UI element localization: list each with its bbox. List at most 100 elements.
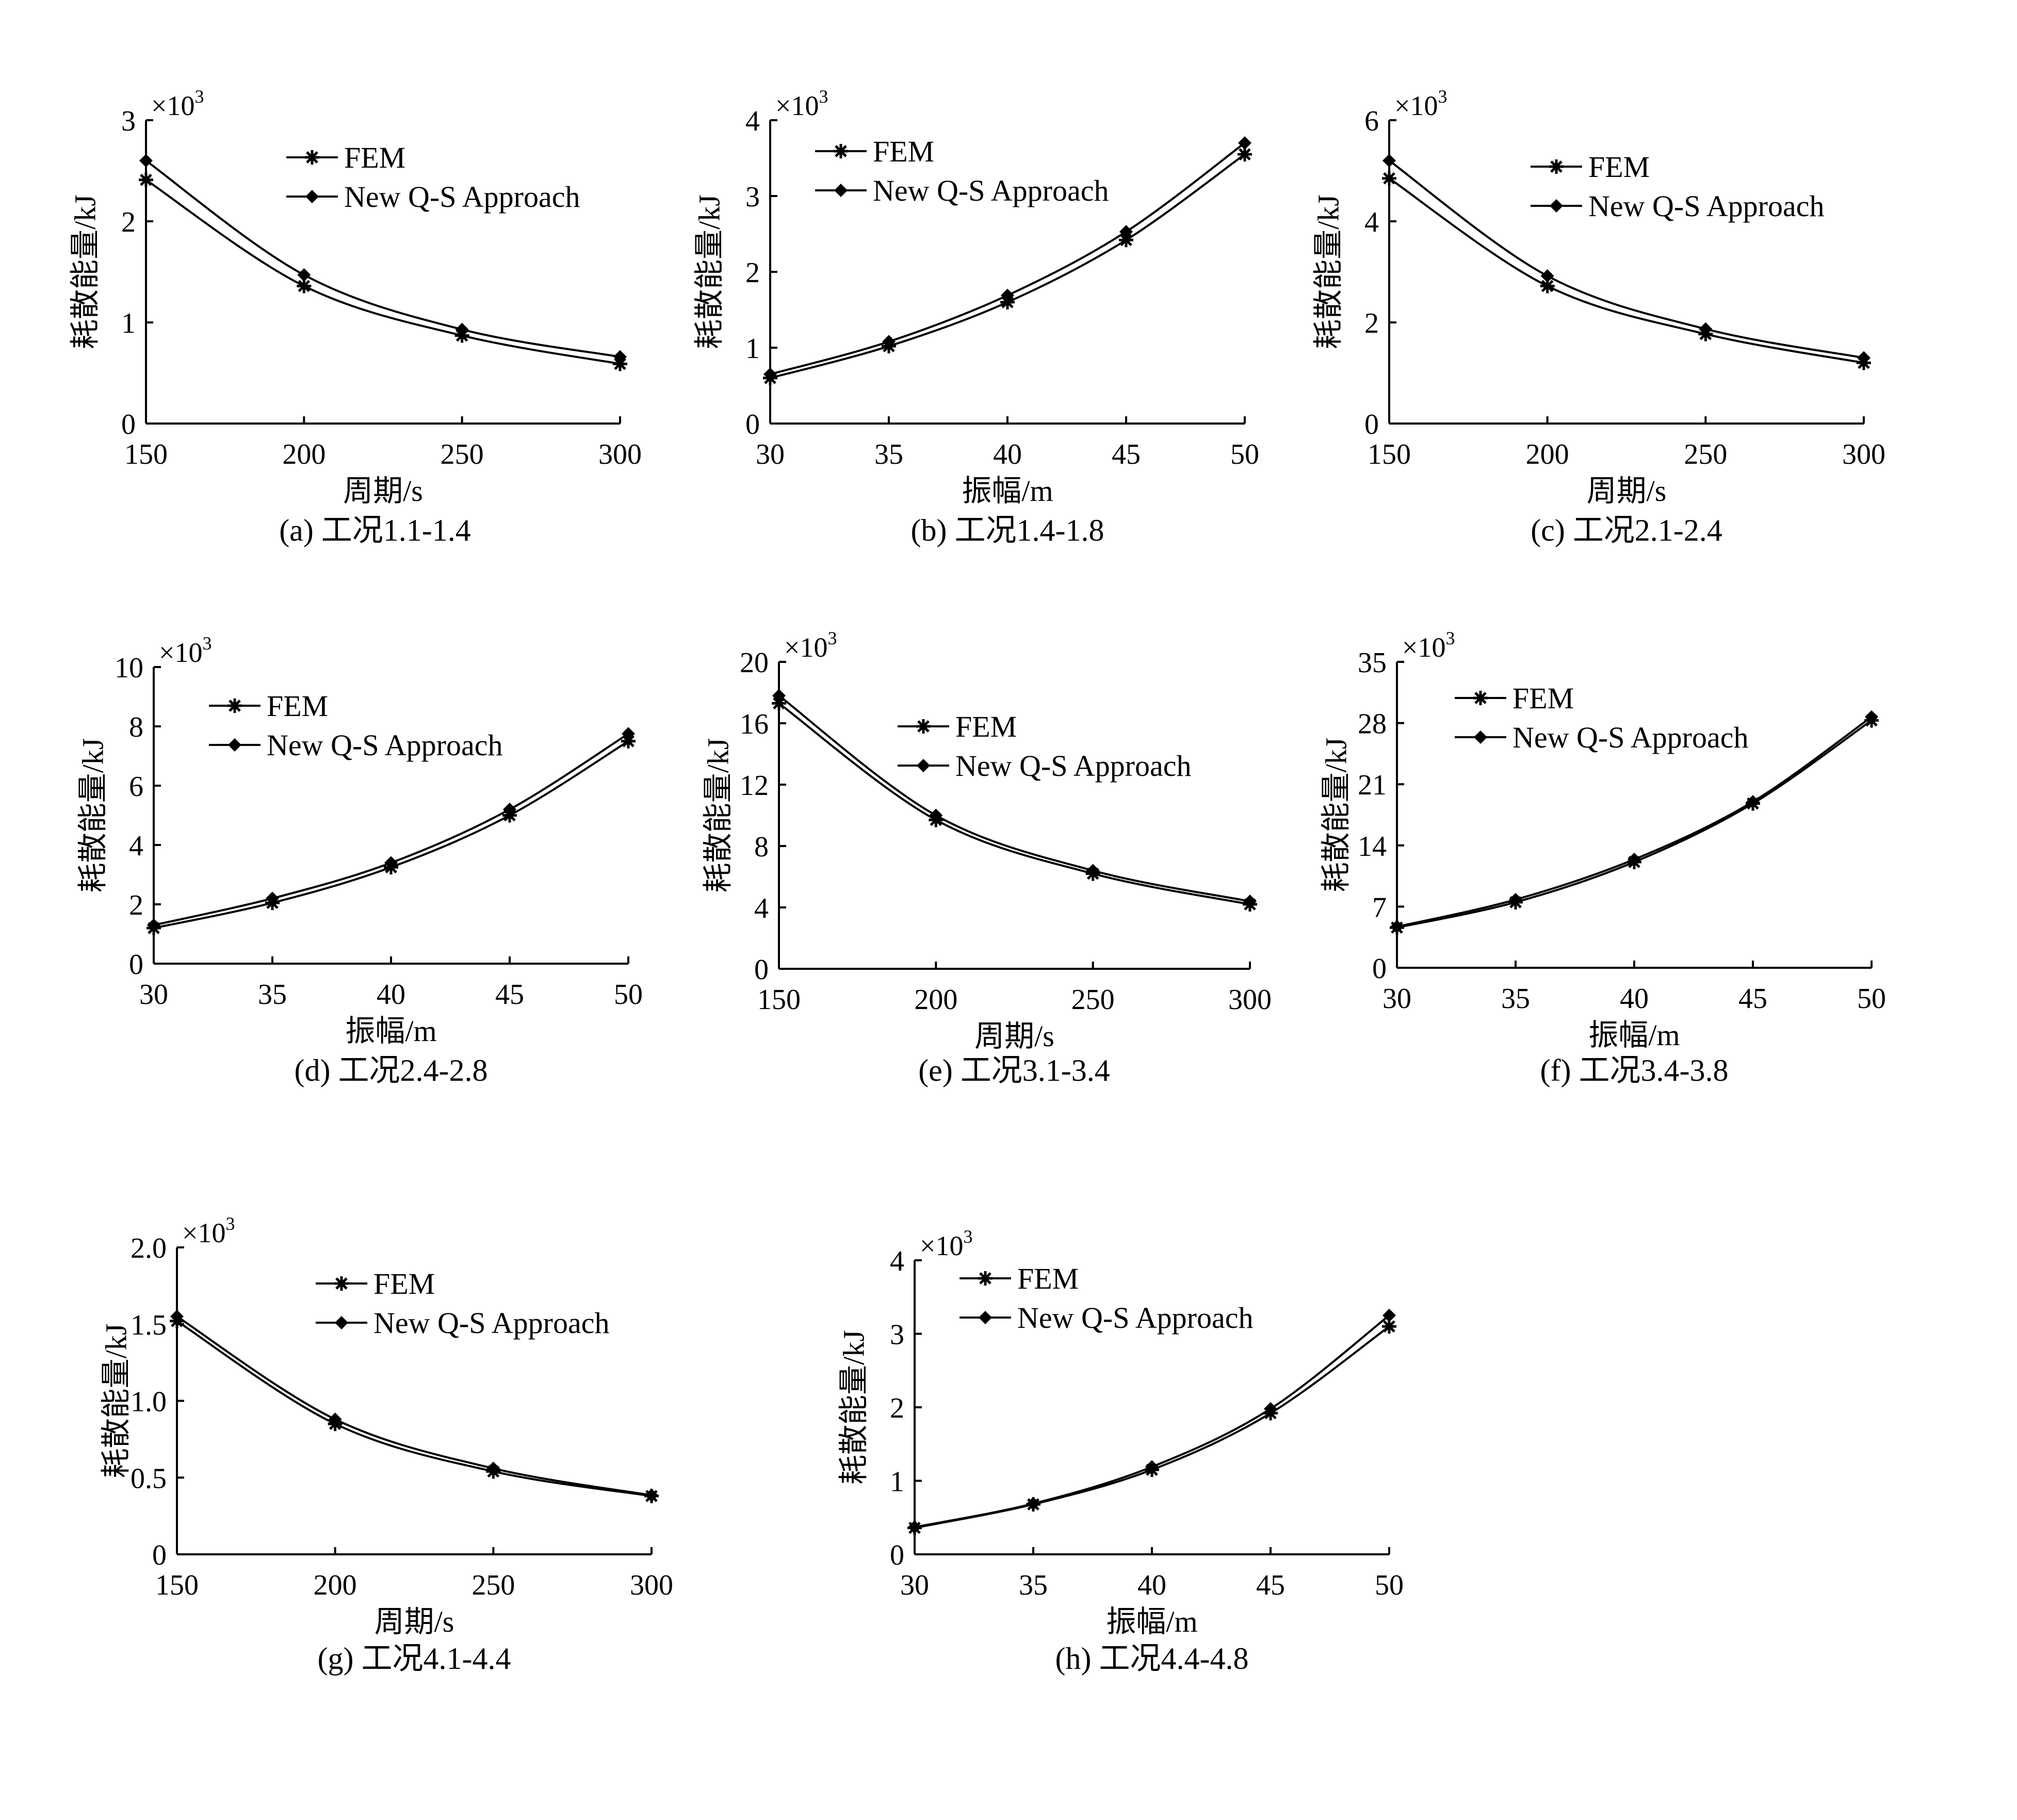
legend-label: New Q-S Approach <box>373 1306 609 1340</box>
y-tick-label: 0 <box>121 409 136 441</box>
y-tick-label: 6 <box>129 771 143 803</box>
x-tick-label: 200 <box>1526 438 1569 470</box>
x-axis-label: 周期/s <box>343 474 423 508</box>
y-tick-label: 2 <box>745 257 760 289</box>
qs-point <box>929 808 943 822</box>
y-tick-label: 16 <box>740 708 769 740</box>
qs-point <box>1238 136 1251 150</box>
fem-point-stroke <box>298 280 311 293</box>
x-axis-label: 振幅/m <box>962 474 1053 508</box>
y-axis-label: 耗散能量/kJ <box>76 738 109 893</box>
y-tick-label: 2 <box>129 889 143 921</box>
legend-star-icon-stroke <box>835 145 847 157</box>
fem-point <box>1238 147 1252 162</box>
legend-star-icon <box>834 144 848 158</box>
y-tick-label: 10 <box>115 652 143 684</box>
qs-point <box>1119 225 1133 239</box>
chart-panel-d: 0 2 4 6 8 10 30 35 40 45 50 ×103 耗散能量/kJ 振幅/m (d) 工况2.… <box>76 633 643 1087</box>
qs-point <box>1746 795 1760 809</box>
y-multiplier-exponent: 3 <box>1445 628 1455 648</box>
qs-point <box>1382 1308 1396 1322</box>
chart-panel-f: 0 7 14 21 28 35 30 35 40 45 50 ×103 耗散能量/kJ 振幅/m(f) 工… <box>1319 628 1886 1087</box>
y-multiplier-label: ×103 <box>784 628 837 663</box>
x-tick-label: 30 <box>1382 983 1411 1015</box>
y-tick-label: 0 <box>754 954 769 986</box>
y-multiplier-exponent: 3 <box>202 633 212 654</box>
y-multiplier-exponent: 3 <box>194 86 204 107</box>
x-tick-label: 40 <box>1620 983 1649 1015</box>
y-multiplier-label: ×103 <box>1394 86 1447 121</box>
legend-label: New Q-S Approach <box>873 174 1109 207</box>
y-multiplier-label: ×103 <box>151 86 204 121</box>
y-tick-label: 0 <box>1372 953 1387 985</box>
x-tick-label: 45 <box>495 979 524 1011</box>
series-line-fem <box>1388 177 1864 364</box>
qs-point <box>266 891 279 905</box>
legend-diamond-icon <box>917 759 930 772</box>
x-tick-label: 200 <box>314 1569 357 1601</box>
qs-point <box>1086 864 1100 878</box>
x-tick-label: 35 <box>1019 1569 1048 1601</box>
chart-panel-c: 0 2 4 6 150 200 250 300 ×103 耗散能量/kJ 周期/s (c) 工况2.1… <box>1311 86 1885 547</box>
fem-point-stroke <box>1120 234 1132 247</box>
legend-star-icon-stroke <box>306 151 318 164</box>
legend-label: FEM <box>1512 681 1574 715</box>
legend-star-icon <box>1473 691 1488 705</box>
x-tick-label: 30 <box>756 438 785 470</box>
legend-star-icon-stroke <box>229 700 241 712</box>
x-tick-label: 250 <box>1684 438 1727 470</box>
y-tick-label: 0 <box>129 949 143 981</box>
chart-caption: (c) 工况2.1-2.4 <box>1531 513 1722 547</box>
legend-star-icon <box>978 1271 993 1286</box>
legend-diamond-icon <box>1474 730 1487 744</box>
series-line-qs <box>914 1314 1390 1529</box>
fem-point <box>1382 171 1396 186</box>
x-tick-label: 150 <box>1368 438 1411 470</box>
chart-caption: (d) 工况2.4-2.8 <box>295 1053 488 1087</box>
x-tick-label: 40 <box>1137 1569 1166 1601</box>
qs-point <box>503 803 516 816</box>
qs-point <box>170 1309 184 1323</box>
y-tick-label: 2 <box>1364 307 1379 339</box>
qs-point <box>1145 1460 1159 1474</box>
legend-label: FEM <box>344 141 405 174</box>
y-multiplier-exponent: 3 <box>827 628 837 648</box>
fem-point-stroke <box>1383 1320 1395 1333</box>
fem-point-stroke <box>614 358 626 370</box>
y-tick-label: 0 <box>890 1539 904 1571</box>
chart-panel-g: 0 0.5 1.0 1.5 2.0 150 200 250 300 ×103 耗散能量/kJ 周期/s… <box>99 1213 673 1676</box>
y-tick-label: 0 <box>152 1539 167 1571</box>
y-tick-label: 2 <box>121 206 136 238</box>
qs-point <box>1865 710 1878 724</box>
qs-point <box>1243 895 1257 908</box>
legend-diamond-icon <box>335 1316 348 1329</box>
y-tick-label: 4 <box>745 105 760 137</box>
x-tick-label: 40 <box>993 438 1022 470</box>
qs-point <box>139 154 153 168</box>
x-tick-label: 35 <box>258 979 287 1011</box>
y-axis-label: 耗散能量/kJ <box>1311 194 1345 349</box>
x-tick-label: 35 <box>1501 983 1530 1015</box>
x-axis-label: 振幅/m <box>1588 1018 1680 1052</box>
legend-label: New Q-S Approach <box>955 749 1191 783</box>
y-axis-label: 耗散能量/kJ <box>837 1330 870 1485</box>
legend-diamond-icon <box>1550 199 1563 213</box>
y-tick-label: 1 <box>890 1466 904 1498</box>
x-tick-label: 50 <box>614 979 643 1011</box>
series-line-fem <box>778 702 1250 906</box>
y-tick-label: 3 <box>890 1319 904 1351</box>
x-tick-label: 300 <box>598 438 642 470</box>
qs-point <box>486 1461 500 1475</box>
y-tick-label: 12 <box>740 770 769 802</box>
series-line-fem <box>145 178 621 365</box>
legend-label: New Q-S Approach <box>1017 1301 1253 1335</box>
series-line-qs <box>153 733 629 927</box>
fem-point-stroke <box>773 697 785 710</box>
legend-label: FEM <box>1588 150 1650 184</box>
legend-star-icon <box>1549 159 1564 174</box>
y-multiplier-exponent: 3 <box>819 86 828 107</box>
series-line-qs <box>1388 159 1864 359</box>
chart-caption: (b) 工况1.4-1.8 <box>911 513 1104 547</box>
qs-point <box>384 856 398 870</box>
